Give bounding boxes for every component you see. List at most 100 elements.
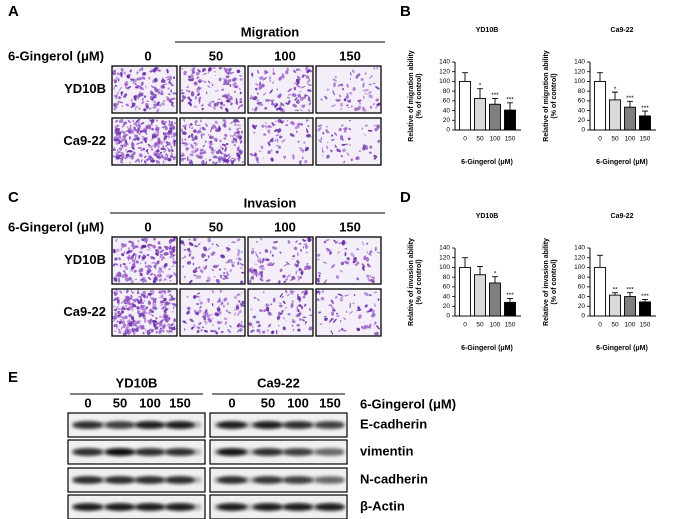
cell-stain xyxy=(193,81,198,86)
cell-stain xyxy=(117,328,121,331)
cell-stain xyxy=(158,91,161,95)
cell-stain xyxy=(264,106,268,110)
cell-stain xyxy=(237,105,241,110)
cell-stain xyxy=(132,263,136,268)
cell-stain xyxy=(317,258,320,261)
cell-stain xyxy=(226,302,229,306)
significance-label: *** xyxy=(641,293,649,300)
cell-stain xyxy=(368,83,372,86)
cell-stain xyxy=(363,325,366,330)
cell-stain xyxy=(224,133,228,137)
cell-stain xyxy=(161,307,165,310)
cell-stain xyxy=(265,99,271,102)
cell-stain xyxy=(159,327,163,330)
bar xyxy=(639,301,651,317)
cell-stain xyxy=(240,324,244,328)
cell-stain xyxy=(126,155,131,158)
cell-stain xyxy=(323,240,327,244)
cell-stain xyxy=(134,158,139,163)
cell-stain xyxy=(193,245,197,247)
cell-stain xyxy=(320,136,322,142)
dose-label: 0 xyxy=(144,48,151,63)
micrograph xyxy=(179,236,246,285)
cell-stain xyxy=(376,102,381,107)
cell-stain xyxy=(261,309,264,312)
cell-stain xyxy=(170,265,175,267)
cell-stain xyxy=(205,123,208,127)
cell-stain xyxy=(145,104,149,109)
cell-stain xyxy=(155,252,159,256)
y-tick-label: 100 xyxy=(439,264,450,271)
cell-stain xyxy=(317,271,322,275)
cell-stain xyxy=(123,316,126,319)
cell-stain xyxy=(239,150,244,156)
cell-stain xyxy=(169,156,172,159)
cell-stain xyxy=(120,91,123,96)
cell-stain xyxy=(173,325,176,328)
cell-stain xyxy=(134,324,138,327)
bar xyxy=(504,301,516,317)
cell-stain xyxy=(217,158,222,163)
cell-stain xyxy=(123,251,126,254)
cell-stain xyxy=(207,103,213,107)
cell-stain xyxy=(170,97,176,101)
panel-label: E xyxy=(8,369,18,386)
cell-stain xyxy=(364,304,368,308)
cell-stain xyxy=(130,296,133,300)
cell-stain xyxy=(160,278,162,282)
cell-stain xyxy=(277,145,282,149)
cell-stain xyxy=(150,159,155,163)
cell-stain xyxy=(231,133,236,138)
y-tick-label: 20 xyxy=(578,303,586,310)
cell-stain xyxy=(356,277,360,281)
x-tick-label: 150 xyxy=(505,322,516,329)
significance-label: * xyxy=(479,82,482,89)
cell-stain xyxy=(297,295,301,301)
cell-stain xyxy=(122,324,127,329)
error-bar xyxy=(492,276,498,283)
cell-stain xyxy=(202,144,206,148)
cell-stain xyxy=(368,250,372,256)
cell-stain xyxy=(272,67,275,73)
cell-stain xyxy=(373,157,377,160)
cell-stain xyxy=(165,246,169,250)
cell-stain xyxy=(261,83,265,88)
cell-stain xyxy=(225,107,229,112)
cell-stain xyxy=(294,125,300,130)
cell-stain xyxy=(367,129,373,132)
cell-stain xyxy=(322,131,325,135)
cell-stain xyxy=(134,108,137,111)
cell-stain xyxy=(152,106,157,109)
cell-stain xyxy=(325,125,328,128)
cell-stain xyxy=(143,127,147,131)
cell-stain xyxy=(120,301,124,304)
cell-stain xyxy=(305,244,308,250)
cell-stain xyxy=(206,298,209,300)
cell-stain xyxy=(157,241,161,244)
cell-stain xyxy=(260,103,264,106)
cell-stain xyxy=(236,147,240,150)
cell-stain xyxy=(271,123,276,127)
cell-stain xyxy=(213,137,218,142)
cell-stain xyxy=(134,255,137,262)
cell-stain xyxy=(341,138,344,141)
cell-stain xyxy=(296,75,301,81)
cell-stain xyxy=(132,317,135,323)
cell-stain xyxy=(301,104,304,108)
cell-stain xyxy=(363,133,366,135)
cell-stain xyxy=(287,93,292,96)
error-bar xyxy=(642,110,648,116)
cell-stain xyxy=(188,253,191,257)
cell-stain xyxy=(150,156,154,160)
cell-stain xyxy=(205,265,208,269)
cell-stain xyxy=(252,268,257,272)
cell-stain xyxy=(285,67,289,73)
cell-stain xyxy=(201,326,205,329)
cell-stain xyxy=(369,294,372,297)
cell-stain xyxy=(275,107,278,112)
cell-stain xyxy=(148,107,152,110)
cell-stain xyxy=(118,140,121,145)
cell-stain xyxy=(331,134,334,137)
micrograph-bg xyxy=(180,66,245,113)
cell-stain xyxy=(303,243,307,245)
